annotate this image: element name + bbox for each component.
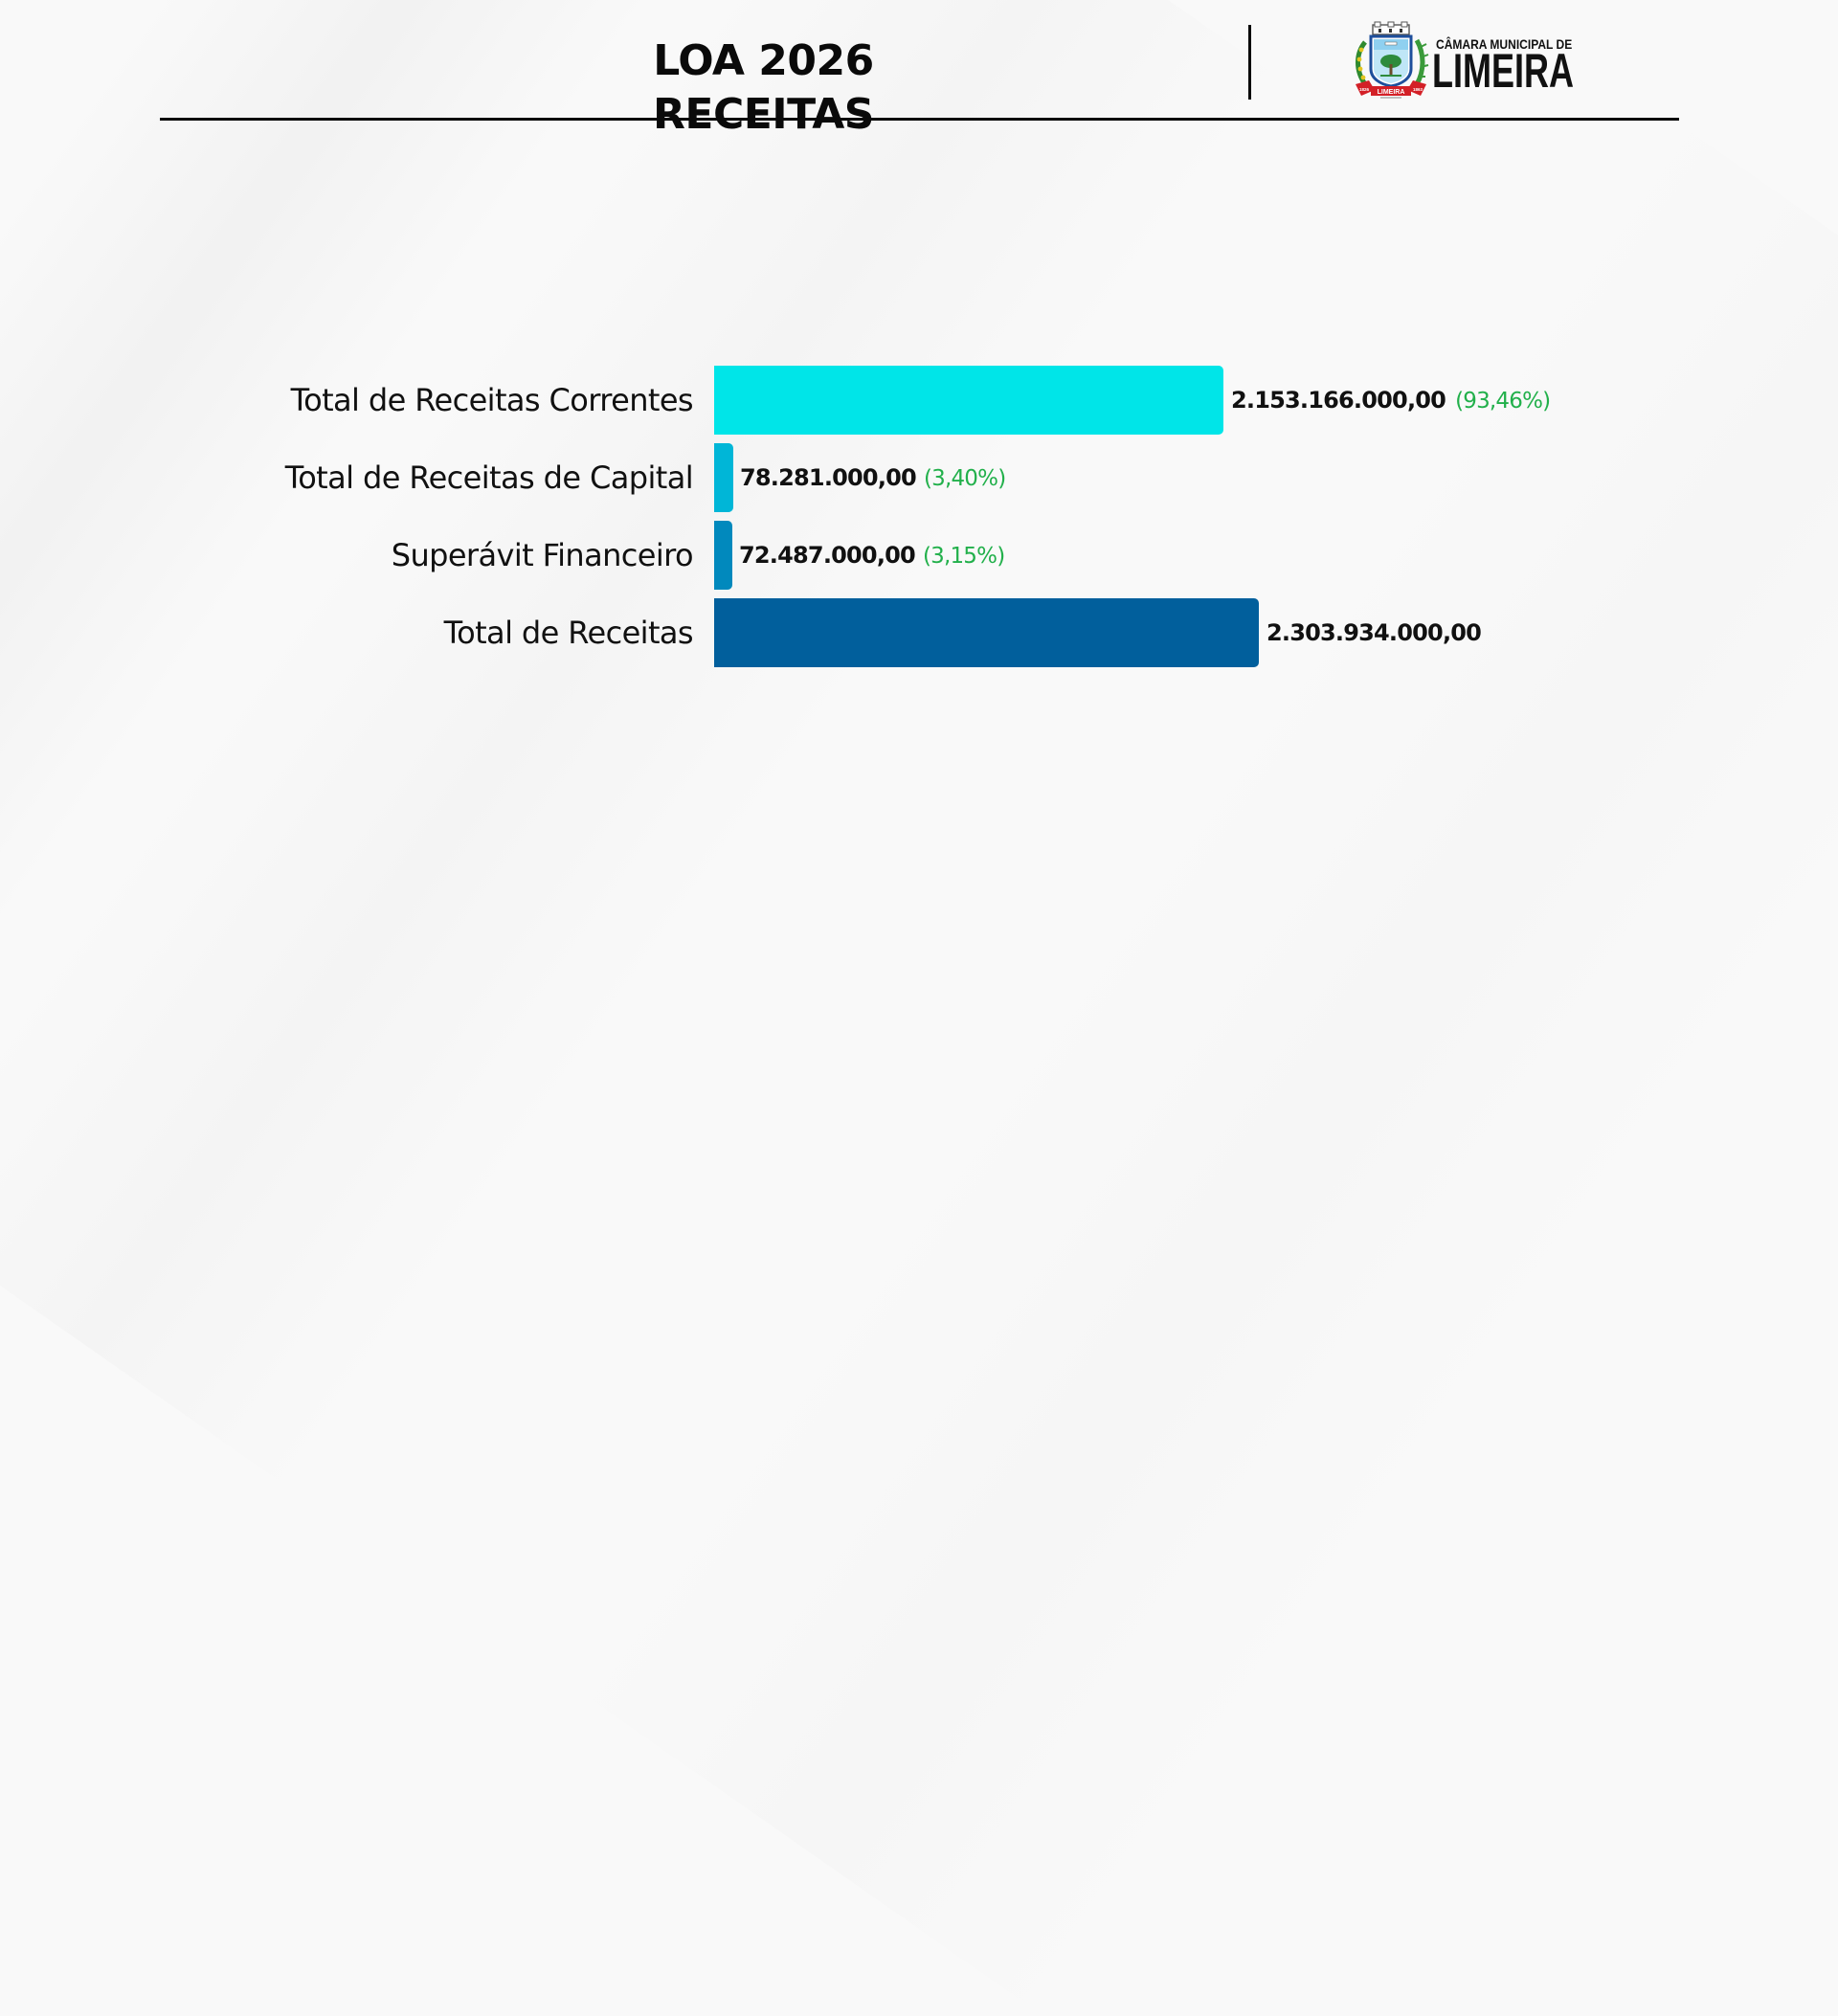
- logo-name: LIMEIRA: [1432, 44, 1574, 98]
- percent-label: (93,46%): [1455, 389, 1551, 414]
- category-label: Total de Receitas Correntes: [290, 382, 694, 418]
- svg-text:1826: 1826: [1359, 87, 1370, 92]
- value-label-group: 2.153.166.000,00 (93,46%): [1231, 366, 1551, 435]
- bar-receitas-capital: [714, 443, 733, 512]
- category-label: Superávit Financeiro: [391, 537, 694, 573]
- value-label: 2.153.166.000,00: [1231, 387, 1446, 414]
- page-title: LOA 2026 RECEITAS: [653, 36, 875, 139]
- chart-row-receitas-correntes: Total de Receitas Correntes 2.153.166.00…: [0, 366, 1838, 435]
- value-label-group: 2.303.934.000,00: [1266, 598, 1482, 667]
- value-label-group: 72.487.000,00 (3,15%): [739, 521, 1005, 590]
- chart-row-receitas-capital: Total de Receitas de Capital 78.281.000,…: [0, 443, 1838, 512]
- chart-row-superavit-financeiro: Superávit Financeiro 72.487.000,00 (3,15%…: [0, 521, 1838, 590]
- header-horizontal-rule: [160, 118, 1679, 121]
- bar-receitas-correntes: [714, 366, 1223, 435]
- bar-total-receitas: [714, 598, 1259, 667]
- value-label-group: 78.281.000,00 (3,40%): [740, 443, 1006, 512]
- ribbon-text: LIMEIRA: [1378, 89, 1405, 96]
- logo-subtitle: CÂMARA MUNICIPAL DE: [1436, 36, 1573, 52]
- bar-superavit-financeiro: [714, 521, 732, 590]
- svg-text:1863: 1863: [1413, 87, 1423, 92]
- percent-label: (3,40%): [923, 466, 1006, 491]
- revenue-bar-chart: Total de Receitas Correntes 2.153.166.00…: [0, 366, 1838, 667]
- coat-of-arms-icon: LIMEIRA 1826 1863: [1356, 21, 1429, 99]
- category-label: Total de Receitas de Capital: [284, 459, 694, 496]
- value-label: 78.281.000,00: [740, 464, 917, 491]
- camara-limeira-logo: LIMEIRA 1826 1863 CÂMARA MUNICIPAL DE LI…: [1352, 21, 1591, 105]
- header-vertical-divider: [1248, 25, 1251, 100]
- chart-row-total-receitas: Total de Receitas 2.303.934.000,00: [0, 598, 1838, 667]
- value-label: 2.303.934.000,00: [1266, 619, 1482, 646]
- percent-label: (3,15%): [922, 544, 1005, 569]
- value-label: 72.487.000,00: [739, 542, 916, 569]
- category-label: Total de Receitas: [443, 615, 694, 651]
